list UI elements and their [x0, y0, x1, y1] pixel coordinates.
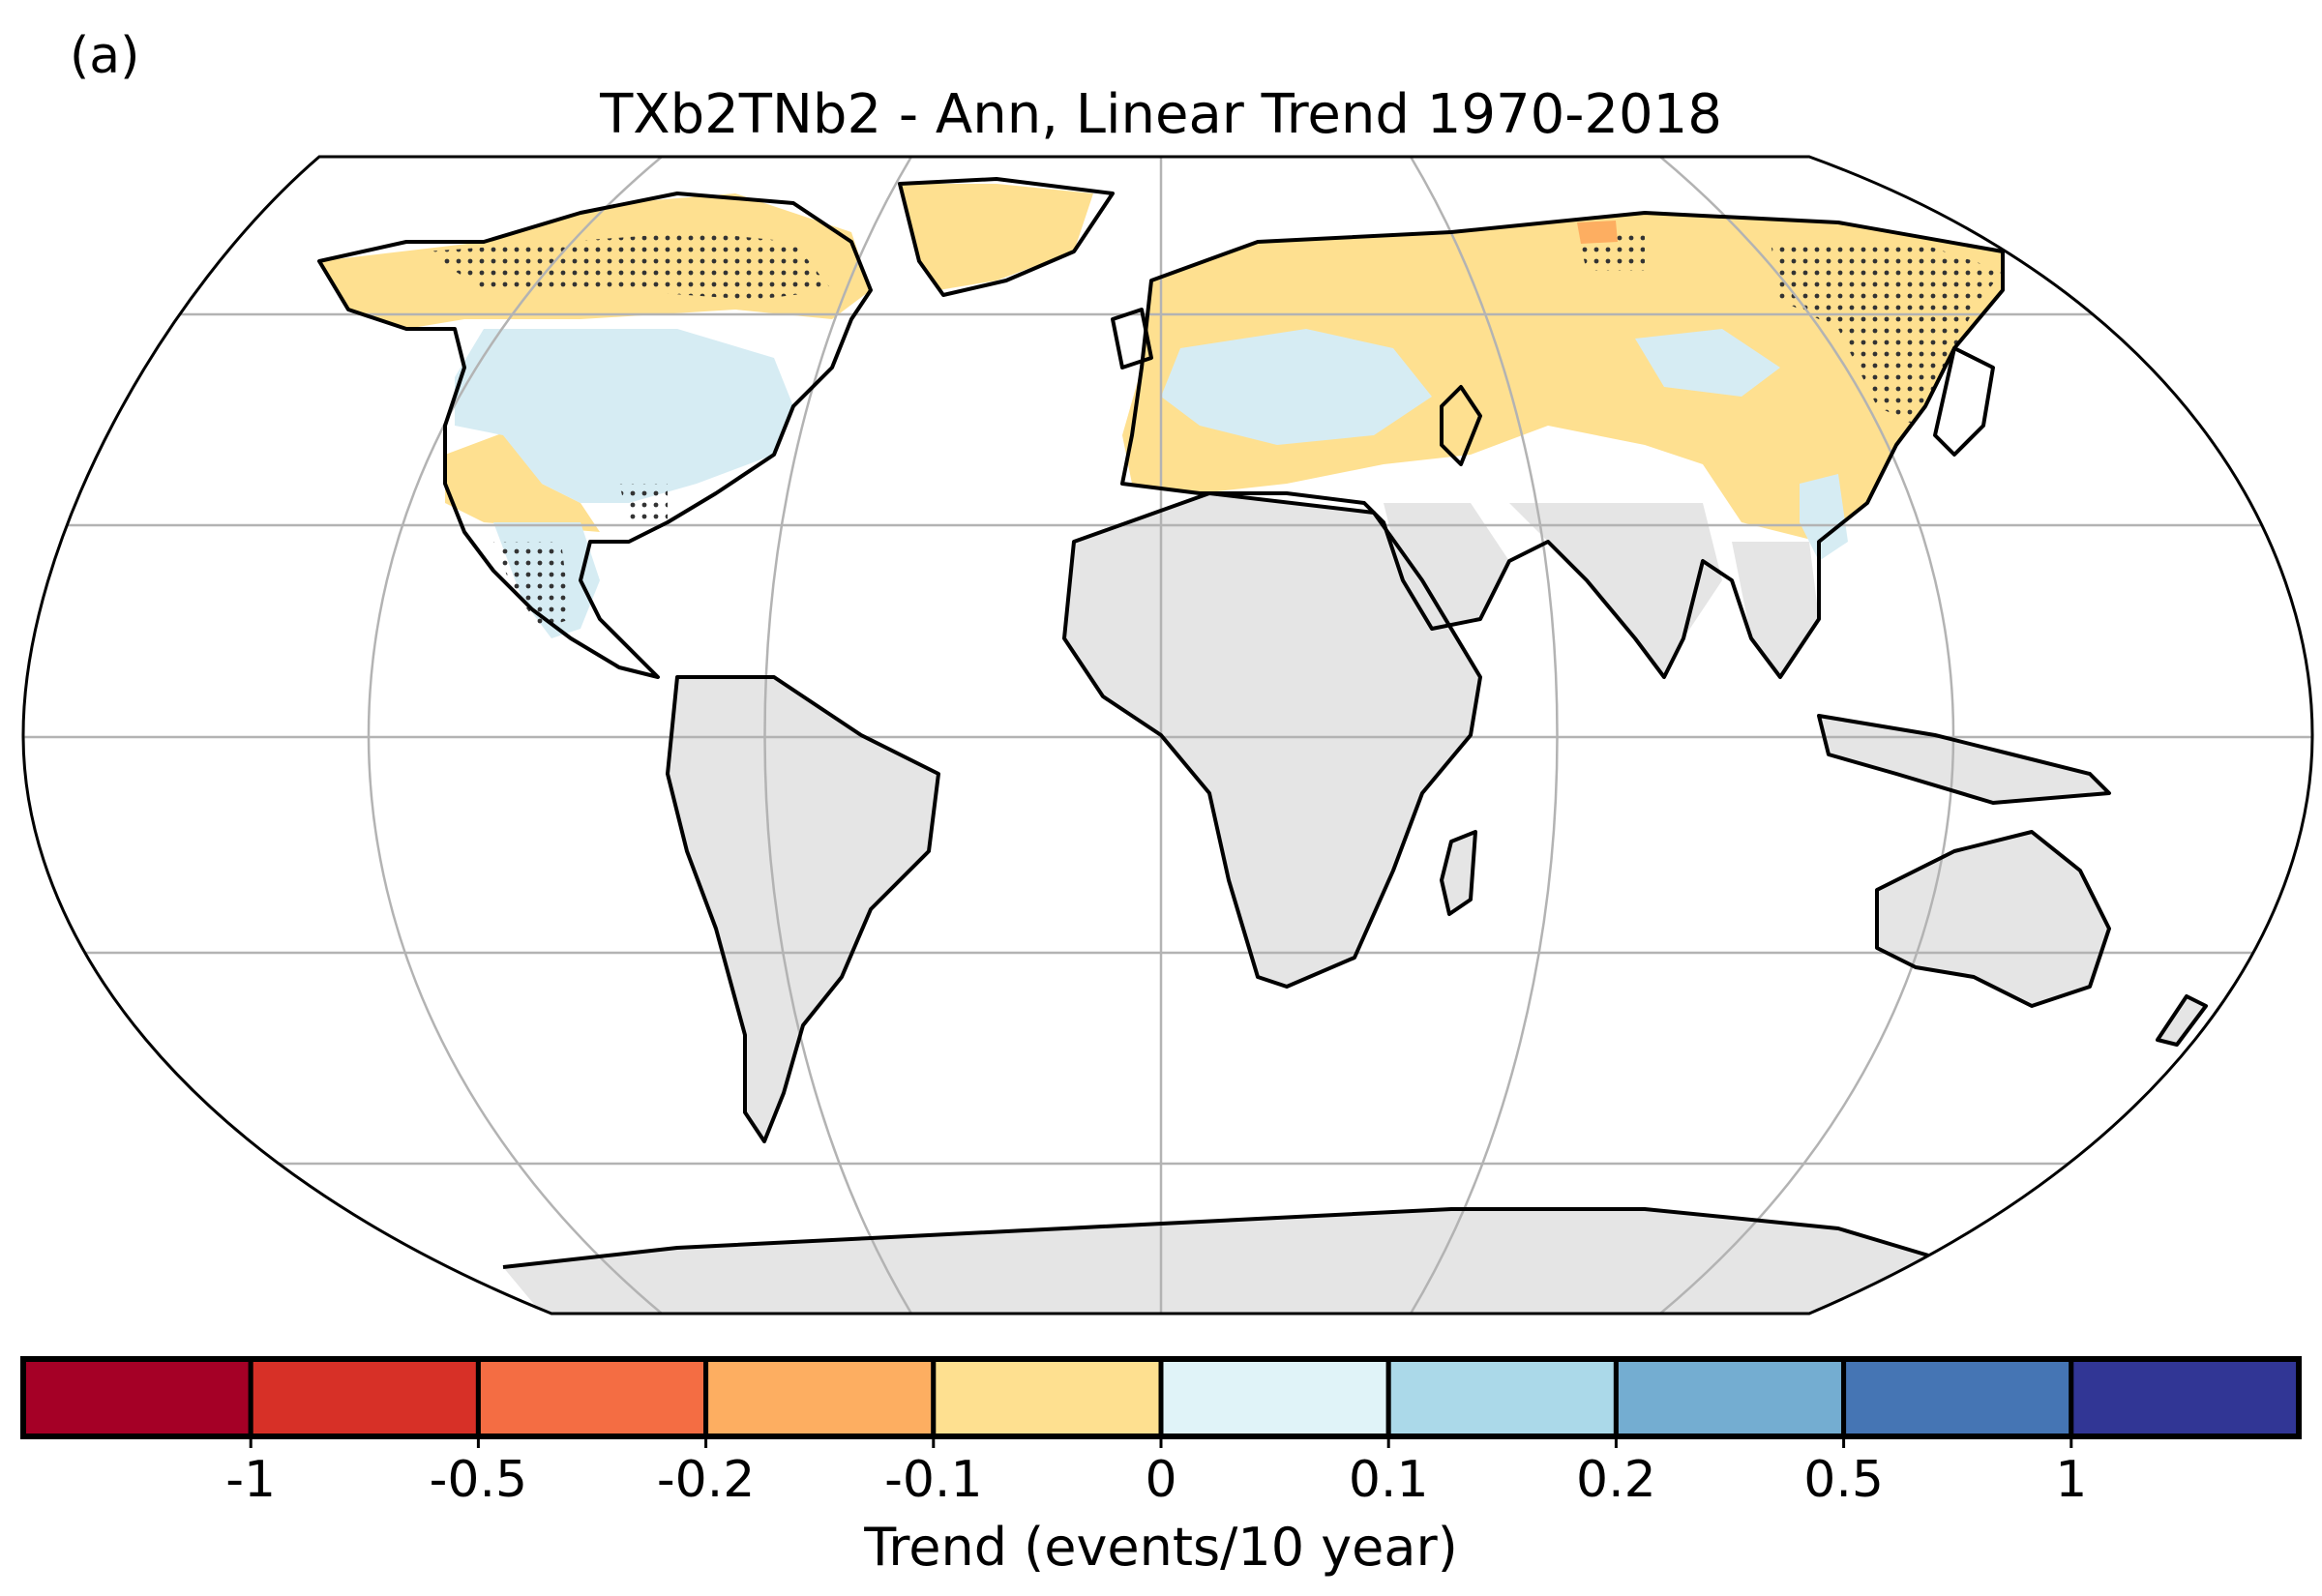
colorbar-swatch [1158, 1356, 1391, 1439]
colorbar-tick-label: -0.5 [429, 1451, 528, 1509]
colorbar-swatch [1385, 1356, 1619, 1439]
colorbar-tick-label: 1 [2055, 1451, 2088, 1509]
colorbar-tick-label: -0.1 [884, 1451, 983, 1509]
colorbar-tick-label: -1 [225, 1451, 277, 1509]
colorbar-ticks: -1 -0.5 -0.2 -0.1 0 0.1 0.2 0.5 1 [0, 1451, 2322, 1519]
colorbar-swatch [2069, 1356, 2302, 1439]
colorbar-tick-label: 0 [1145, 1451, 1177, 1509]
colorbar-label: Trend (events/10 year) [864, 1517, 1458, 1578]
globe-border [21, 155, 2314, 1315]
colorbar-swatch [931, 1356, 1164, 1439]
colorbar-swatch [475, 1356, 709, 1439]
colorbar-swatch [1613, 1356, 1847, 1439]
trend-orange-spot [1577, 221, 1618, 244]
colorbar-tick-label: 0.5 [1803, 1451, 1884, 1509]
map-title: TXb2TNb2 - Ann, Linear Trend 1970-2018 [600, 83, 1722, 146]
panel-label: (a) [70, 27, 140, 85]
colorbar-tick-label: -0.2 [656, 1451, 756, 1509]
colorbar-swatch [20, 1356, 253, 1439]
colorbar-swatch [248, 1356, 481, 1439]
colorbar-tick-label: 0.1 [1348, 1451, 1429, 1509]
colorbar-swatch [703, 1356, 937, 1439]
coastlines [317, 177, 2208, 1314]
colorbar-tick-label: 0.2 [1576, 1451, 1656, 1509]
colorbar [20, 1356, 2302, 1448]
colorbar-swatch [1841, 1356, 2074, 1439]
